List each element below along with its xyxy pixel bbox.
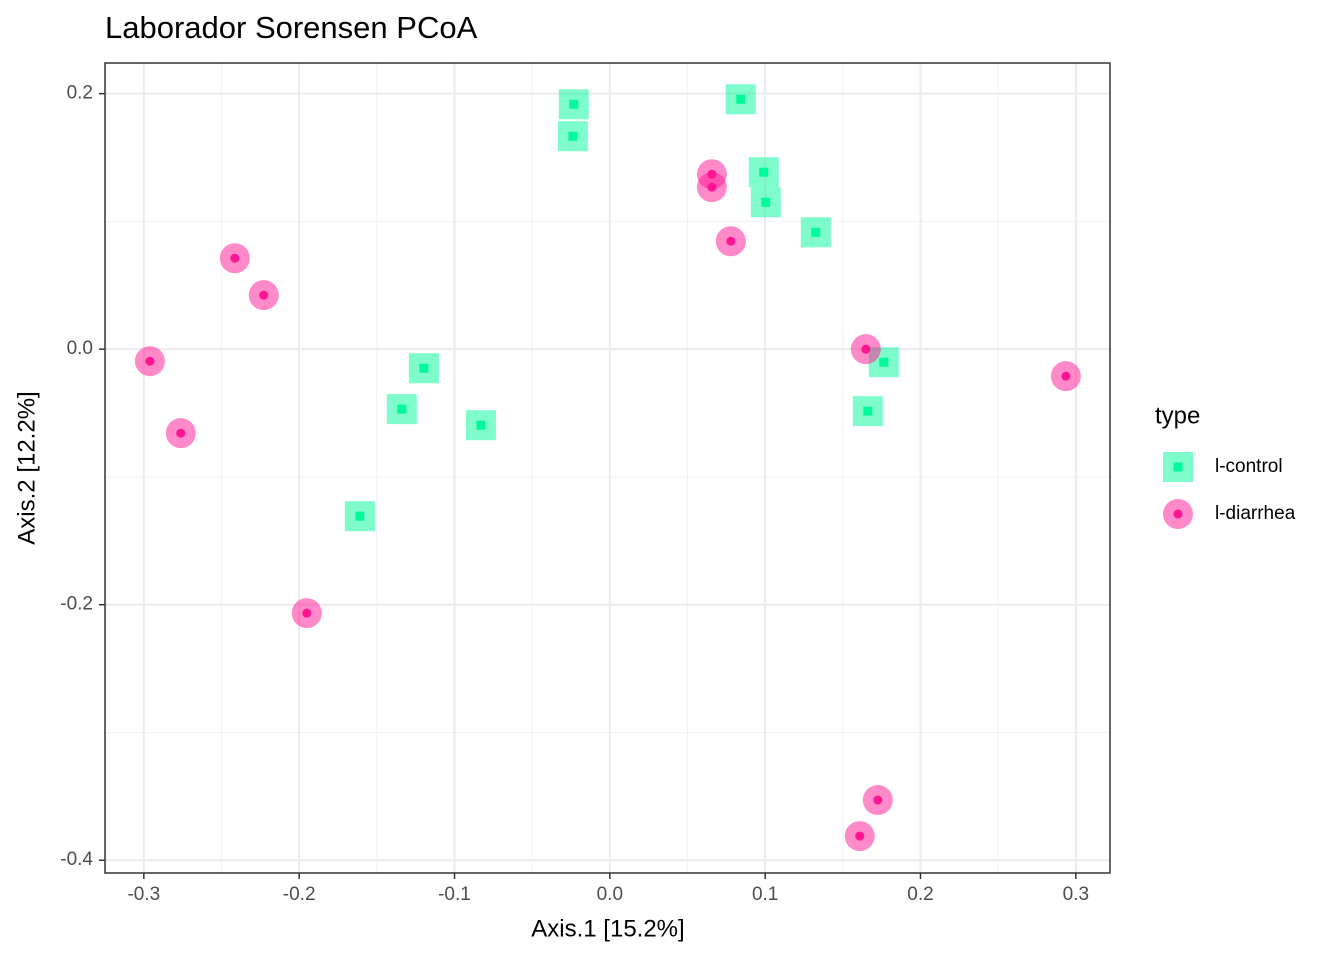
point — [844, 821, 875, 852]
point — [386, 394, 417, 425]
point — [344, 501, 375, 532]
marker-inner — [176, 428, 186, 438]
x-tick-label: 0.3 — [1063, 884, 1089, 905]
marker-inner — [1173, 509, 1183, 519]
marker-inner — [879, 357, 889, 367]
marker-inner — [355, 511, 365, 521]
point — [850, 334, 881, 365]
marker-inner — [476, 420, 486, 430]
marker-inner — [568, 131, 578, 141]
point — [219, 243, 250, 274]
marker-inner — [302, 608, 312, 618]
point — [852, 396, 883, 427]
point — [862, 785, 893, 816]
marker-inner — [707, 182, 717, 192]
marker-inner — [230, 253, 240, 263]
marker-inner — [861, 344, 871, 354]
marker-inner — [759, 167, 769, 177]
plot-background — [105, 63, 1110, 873]
point — [134, 346, 165, 377]
point — [1050, 361, 1081, 392]
chart-title: Laborador Sorensen PCoA — [105, 10, 478, 45]
point — [748, 157, 779, 188]
y-axis-title: Axis.2 [12.2%] — [13, 391, 40, 544]
marker-inner — [145, 356, 155, 366]
legend-label: l-diarrhea — [1215, 503, 1296, 524]
y-tick-label: 0.0 — [67, 338, 93, 359]
legend-title: type — [1155, 402, 1200, 429]
point — [558, 89, 589, 120]
y-tick-label: 0.2 — [67, 83, 93, 104]
x-tick-label: 0.2 — [907, 884, 933, 905]
point — [408, 353, 439, 384]
legend-key — [1163, 452, 1193, 482]
point — [465, 410, 496, 441]
legend-key — [1163, 499, 1193, 529]
x-tick-label: -0.1 — [438, 884, 471, 905]
marker-inner — [259, 290, 269, 300]
marker-inner — [761, 197, 771, 207]
y-tick-label: -0.2 — [60, 594, 93, 615]
plot-border — [104, 62, 1111, 874]
legend-label: l-control — [1215, 456, 1283, 477]
marker-inner — [1173, 462, 1183, 472]
marker-inner — [1061, 371, 1071, 381]
x-tick-label: 0.0 — [597, 884, 623, 905]
x-tick-label: 0.1 — [752, 884, 778, 905]
point — [248, 280, 279, 311]
x-tick-label: -0.2 — [283, 884, 316, 905]
point — [750, 187, 781, 218]
marker-inner — [855, 831, 865, 841]
marker-inner — [397, 404, 407, 414]
point — [291, 598, 322, 629]
y-tick-label: -0.4 — [60, 849, 93, 870]
point — [696, 172, 727, 203]
marker-inner — [569, 99, 579, 109]
marker-inner — [811, 227, 821, 237]
point — [715, 226, 746, 257]
x-axis-title: Axis.1 [15.2%] — [531, 915, 684, 942]
marker-inner — [736, 94, 746, 104]
marker-inner — [419, 363, 429, 373]
point — [800, 217, 831, 248]
point — [165, 418, 196, 449]
marker-inner — [863, 406, 873, 416]
point — [725, 84, 756, 115]
marker-inner — [873, 795, 883, 805]
x-tick-label: -0.3 — [127, 884, 160, 905]
point — [557, 121, 588, 152]
marker-inner — [726, 236, 736, 246]
